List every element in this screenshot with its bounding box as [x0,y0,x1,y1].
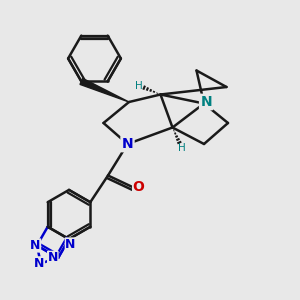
Text: H: H [135,80,143,91]
Text: N: N [34,257,44,270]
Text: N: N [30,239,40,252]
Text: O: O [133,180,145,194]
Text: H: H [178,142,185,153]
Text: N: N [200,95,212,109]
Text: N: N [122,137,133,151]
Polygon shape [80,78,129,102]
Text: N: N [48,251,58,264]
Text: N: N [65,238,76,251]
